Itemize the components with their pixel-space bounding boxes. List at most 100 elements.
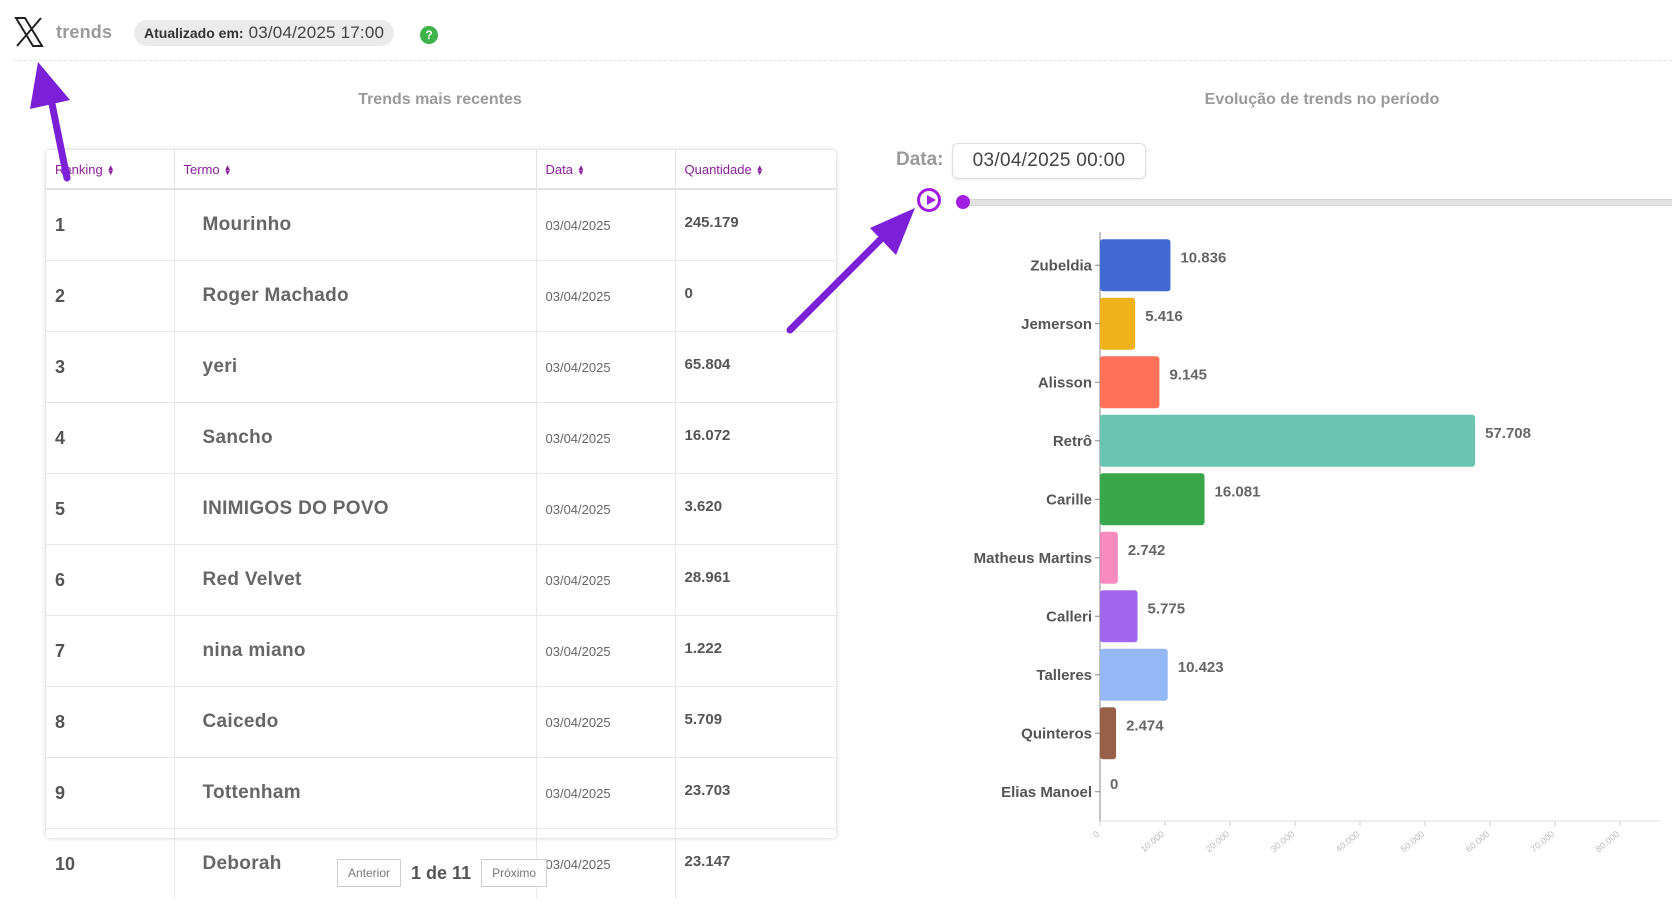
quantity-cell: 5.709 [675, 686, 836, 758]
rank-cell: 2 [46, 260, 175, 332]
term-cell: INIMIGOS DO POVO [174, 473, 537, 545]
rank-cell: 3 [46, 331, 175, 403]
date-cell: 03/04/2025 [536, 615, 676, 687]
category-label: Elias Manoel [1001, 784, 1092, 801]
category-label: Zubeldia [1030, 257, 1092, 274]
previous-page-button[interactable]: Anterior [337, 859, 402, 887]
question-circle-icon[interactable]: ? [420, 26, 438, 44]
next-page-button[interactable]: Próximo [481, 859, 548, 887]
bar-value-label: 16.081 [1215, 483, 1261, 500]
x-tick-label: 70.000 [1529, 829, 1557, 854]
bar [1100, 239, 1171, 292]
table-row[interactable]: 8 Caicedo 03/04/2025 5.709 [46, 686, 836, 758]
rank-cell: 1 [46, 189, 175, 261]
quantity-cell: 23.147 [684, 852, 731, 870]
bar-value-label: 0 [1110, 776, 1118, 793]
rank-cell: 8 [46, 686, 175, 758]
term-cell: Tottenham [174, 757, 537, 829]
quantity-cell: 1.222 [675, 615, 836, 687]
term-cell: nina miano [174, 615, 537, 687]
date-cell: 03/04/2025 [536, 189, 676, 261]
bar-value-label: 57.708 [1485, 425, 1531, 442]
column-header-quantidade[interactable]: Quantidade ▲ ▼ [675, 150, 836, 190]
table-row[interactable]: 6 Red Velvet 03/04/2025 28.961 [46, 544, 836, 616]
date-cell: 03/04/2025 [536, 260, 676, 332]
updated-label: Atualizado em: [144, 25, 244, 41]
term-cell: Caicedo [174, 686, 537, 758]
trends-table-title: Trends mais recentes [358, 91, 522, 108]
term-cell: Red Velvet [174, 544, 537, 616]
x-tick-label: 10.000 [1139, 829, 1167, 854]
table-row[interactable]: 7 nina miano 03/04/2025 1.222 [46, 615, 836, 687]
bar-value-label: 2.474 [1126, 717, 1164, 734]
rank-cell: 10 [46, 828, 175, 899]
date-cell: 03/04/2025 [536, 473, 676, 545]
x-tick-label: 80.000 [1594, 829, 1622, 854]
x-tick-label: 40.000 [1334, 829, 1362, 854]
rank-cell: 4 [46, 402, 175, 474]
table-row[interactable]: 3 yeri 03/04/2025 65.804 [46, 331, 836, 403]
table-row[interactable]: 9 Tottenham 03/04/2025 23.703 [46, 757, 836, 829]
table-row[interactable]: 10 Deborah 03/04/2025 23.147 [46, 828, 836, 899]
x-tick-label: 20.000 [1204, 829, 1232, 854]
brand-name: trends [56, 22, 113, 42]
category-label: Alisson [1038, 374, 1092, 391]
sort-icon: ▲ ▼ [576, 163, 585, 178]
table-header-row: Ranking ▲ ▼ Termo ▲ ▼ Data ▲ ▼ Quantidade ▲ ▼ [46, 150, 836, 190]
term-cell: Roger Machado [174, 260, 537, 332]
sort-icon: ▲ ▼ [223, 163, 232, 178]
table-row[interactable]: 1 Mourinho 03/04/2025 245.179 [46, 189, 836, 261]
table-row[interactable]: 5 INIMIGOS DO POVO 03/04/2025 3.620 [46, 473, 836, 545]
pagination: Anterior 1 de 11 Próximo [337, 858, 548, 888]
rank-cell: 5 [46, 473, 175, 545]
bar [1100, 707, 1117, 760]
bar [1100, 414, 1476, 467]
column-header-data[interactable]: Data ▲ ▼ [536, 150, 676, 190]
bar-value-label: 5.775 [1148, 600, 1186, 617]
updated-badge: Atualizado em: 03/04/2025 17:00 [134, 20, 395, 46]
x-tick-label: 30.000 [1269, 829, 1297, 854]
column-header-termo[interactable]: Termo ▲ ▼ [174, 150, 537, 190]
category-label: Talleres [1036, 667, 1092, 684]
date-cell: 03/04/2025 [536, 402, 676, 474]
term-cell: Sancho [174, 402, 537, 474]
sort-icon: ▲ ▼ [106, 163, 115, 178]
date-slider-track[interactable] [962, 199, 1672, 206]
rank-cell: 6 [46, 544, 175, 616]
page-info: 1 de 11 [411, 862, 472, 883]
x-tick-label: 60.000 [1464, 829, 1492, 854]
quantity-cell: 3.620 [675, 473, 836, 545]
bar [1100, 648, 1168, 701]
bar-value-label: 9.145 [1169, 366, 1207, 383]
table-row[interactable]: 4 Sancho 03/04/2025 16.072 [46, 402, 836, 474]
sort-icon: ▲ ▼ [755, 163, 764, 178]
bar [1100, 297, 1136, 350]
rank-cell: 9 [46, 757, 175, 829]
bar-value-label: 10.423 [1178, 659, 1224, 676]
play-icon[interactable] [917, 188, 941, 212]
date-label: Data: [896, 149, 944, 170]
category-label: Quinteros [1021, 725, 1092, 742]
quantity-cell: 65.804 [675, 331, 836, 403]
quantity-cell: 16.072 [675, 402, 836, 474]
quantity-cell: 245.179 [675, 189, 836, 261]
category-label: Jemerson [1021, 316, 1092, 333]
column-header-ranking[interactable]: Ranking ▲ ▼ [46, 150, 175, 190]
bar [1100, 531, 1118, 584]
date-cell: 03/04/2025 [536, 828, 676, 899]
bar-value-label: 5.416 [1145, 308, 1183, 325]
bar [1100, 356, 1160, 409]
bar [1100, 590, 1138, 643]
header: trends Atualizado em: 03/04/2025 17:00 ? [0, 0, 1672, 62]
quantity-cell: 28.961 [675, 544, 836, 616]
table-row[interactable]: 2 Roger Machado 03/04/2025 0 [46, 260, 836, 332]
date-cell: 03/04/2025 [536, 686, 676, 758]
quantity-cell: 23.703 [675, 757, 836, 829]
x-tick-label: 50.000 [1399, 829, 1427, 854]
x-logo-icon[interactable] [14, 16, 44, 48]
bar [1100, 473, 1205, 526]
trends-bar-chart: 0 10.000 20.000 30.000 40.000 50.000 60.000 70.… [974, 232, 1660, 854]
x-tick-label: 0 [1091, 829, 1101, 840]
date-slider-thumb[interactable] [956, 195, 970, 209]
